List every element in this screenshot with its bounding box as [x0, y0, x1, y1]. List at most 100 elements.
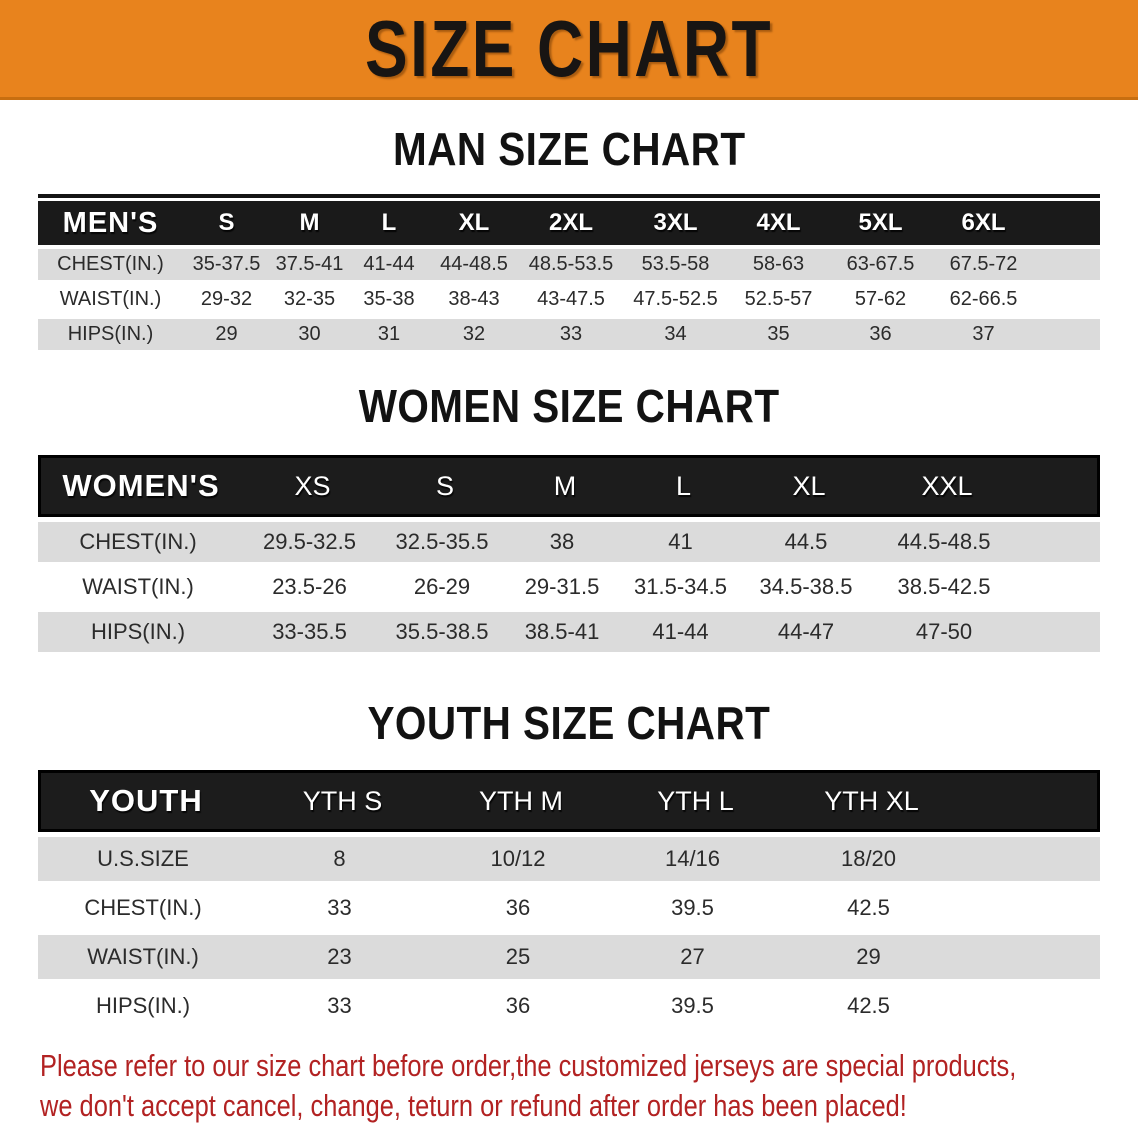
- size-value: 38: [549, 529, 575, 554]
- men-section-heading-text: MAN SIZE CHART: [392, 123, 746, 175]
- size-value: 41: [668, 529, 693, 554]
- size-value: 34.5-38.5: [759, 574, 853, 599]
- size-value: 42.5: [847, 895, 890, 920]
- size-value: 26-29: [413, 574, 471, 599]
- size-value: 32-35: [283, 288, 336, 310]
- banner: SIZE CHART: [0, 0, 1138, 100]
- size-value: 32: [462, 323, 486, 345]
- men-section: MAN SIZE CHART MEN'S S M L XL 2XL 3XL 4X…: [0, 126, 1138, 350]
- size-value: 18/20: [840, 846, 897, 871]
- size-value: 35-38: [363, 288, 415, 310]
- measure-label: WAIST(IN.): [82, 574, 194, 599]
- size-value: 35-37.5: [192, 253, 261, 275]
- size-value: 29.5-32.5: [263, 529, 356, 554]
- table-row: HIPS(IN.) 33-35.5 35.5-38.5 38.5-41 41-4…: [38, 612, 1100, 652]
- size-value: 8: [333, 846, 346, 871]
- size-value: 38-43: [448, 288, 500, 310]
- measure-label: HIPS(IN.): [90, 619, 186, 644]
- size-value: 29-31.5: [524, 574, 600, 599]
- size-column-header: 5XL: [858, 209, 903, 236]
- size-value: 47-50: [915, 619, 973, 644]
- measure-label: CHEST(IN.): [57, 253, 164, 275]
- table-row: WAIST(IN.) 23 25 27 29: [38, 935, 1100, 979]
- youth-section: YOUTH SIZE CHART YOUTH YTH S YTH M YTH L…: [0, 700, 1138, 1028]
- size-column-header: 2XL: [548, 209, 593, 236]
- notice-line-2: we don't accept cancel, change, teturn o…: [40, 1088, 907, 1123]
- women-section-heading-text: WOMEN SIZE CHART: [358, 380, 780, 432]
- size-value: 31: [377, 323, 401, 345]
- size-column-header: M: [299, 209, 320, 236]
- size-column-header: 4XL: [756, 209, 801, 236]
- women-section-heading: WOMEN SIZE CHART: [0, 383, 1138, 429]
- size-column-header: M: [553, 470, 577, 501]
- size-value: 57-62: [854, 288, 907, 310]
- table-row: CHEST(IN.) 29.5-32.5 32.5-35.5 38 41 44.…: [38, 522, 1100, 562]
- measure-label: U.S.SIZE: [97, 846, 189, 871]
- size-column-header: YTH S: [302, 785, 383, 816]
- men-section-heading: MAN SIZE CHART: [0, 126, 1138, 172]
- size-value: 38.5-42.5: [897, 574, 991, 599]
- size-value: 42.5: [847, 993, 890, 1018]
- size-value: 33: [327, 993, 352, 1018]
- size-value: 10/12: [490, 846, 546, 871]
- size-value: 34: [664, 323, 687, 345]
- size-value: 36: [505, 993, 531, 1018]
- youth-section-heading-text: YOUTH SIZE CHART: [367, 697, 771, 749]
- size-value: 37: [972, 323, 995, 345]
- size-value: 47.5-52.5: [633, 288, 718, 310]
- size-value: 44-47: [777, 619, 835, 644]
- size-value: 63-67.5: [846, 253, 915, 275]
- size-value: 31.5-34.5: [634, 574, 727, 599]
- table-row: WAIST(IN.) 29-32 32-35 35-38 38-43 43-47…: [38, 284, 1100, 315]
- size-value: 62-66.5: [949, 288, 1018, 310]
- size-value: 44-48.5: [440, 253, 508, 275]
- table-row: CHEST(IN.) 33 36 39.5 42.5: [38, 886, 1100, 930]
- size-value: 23.5-26: [272, 574, 347, 599]
- size-value: 53.5-58: [641, 253, 710, 275]
- size-value: 39.5: [671, 993, 714, 1018]
- measure-label: WAIST(IN.): [59, 288, 162, 310]
- size-value: 41-44: [652, 619, 709, 644]
- youth-table-title: YOUTH: [89, 783, 203, 818]
- size-value: 33: [559, 323, 583, 345]
- size-column-header: YTH XL: [824, 785, 919, 816]
- size-value: 35: [767, 323, 790, 345]
- size-column-header: XL: [792, 470, 826, 501]
- size-column-header: S: [218, 209, 235, 236]
- size-value: 33-35.5: [272, 619, 347, 644]
- size-column-header: L: [675, 470, 692, 501]
- table-row: HIPS(IN.) 33 36 39.5 42.5: [38, 984, 1100, 1028]
- size-value: 23: [327, 944, 352, 969]
- size-value: 43-47.5: [537, 288, 605, 310]
- size-value: 67.5-72: [949, 253, 1018, 275]
- size-value: 36: [505, 895, 531, 920]
- measure-label: CHEST(IN.): [84, 895, 202, 920]
- men-table-title: MEN'S: [62, 206, 159, 239]
- table-row: WAIST(IN.) 23.5-26 26-29 29-31.5 31.5-34…: [38, 567, 1100, 607]
- size-value: 35.5-38.5: [395, 619, 489, 644]
- men-table-header: MEN'S S M L XL 2XL 3XL 4XL 5XL 6XL: [38, 201, 1100, 245]
- women-table-header: WOMEN'S XS S M L XL XXL: [38, 455, 1100, 517]
- men-table-topline: [38, 194, 1100, 198]
- measure-label: HIPS(IN.): [67, 323, 154, 345]
- measure-label: HIPS(IN.): [95, 993, 191, 1018]
- size-value: 27: [680, 944, 705, 969]
- youth-table-header: YOUTH YTH S YTH M YTH L YTH XL: [38, 770, 1100, 832]
- size-value: 52.5-57: [744, 288, 813, 310]
- measure-label: CHEST(IN.): [79, 529, 197, 554]
- size-value: 25: [505, 944, 531, 969]
- table-row: CHEST(IN.) 35-37.5 37.5-41 41-44 44-48.5…: [38, 249, 1100, 280]
- measure-label: WAIST(IN.): [87, 944, 199, 969]
- size-column-header: XXL: [921, 470, 973, 501]
- size-value: 37.5-41: [275, 253, 344, 275]
- size-column-header: YTH L: [657, 785, 734, 816]
- size-column-header: XL: [458, 209, 490, 236]
- size-value: 41-44: [363, 253, 415, 275]
- size-value: 29: [215, 323, 238, 345]
- size-column-header: L: [381, 209, 397, 236]
- size-column-header: YTH M: [479, 785, 563, 816]
- size-value: 30: [298, 323, 321, 345]
- size-value: 44.5-48.5: [897, 529, 991, 554]
- youth-section-heading: YOUTH SIZE CHART: [0, 700, 1138, 746]
